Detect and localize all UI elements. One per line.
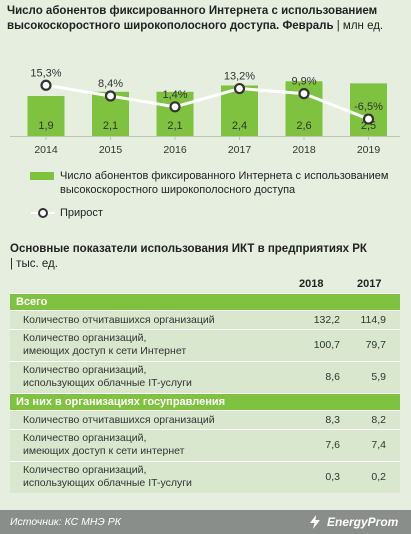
cell-2018: 100,7 (313, 339, 340, 351)
cell-2018: 8,6 (325, 371, 340, 383)
growth-point (104, 90, 117, 102)
cell-2018: 7,6 (325, 439, 340, 451)
bar-data-label: 2,6 (296, 120, 311, 132)
bar-data-label: 2,1 (167, 120, 182, 132)
table-unit: | тыс. ед. (10, 258, 58, 270)
row-label: Количество организаций, имеющих доступ к … (23, 332, 187, 357)
x-tick-label: 2015 (99, 144, 123, 156)
table-title: Основные показатели использования ИКТ в … (10, 242, 405, 272)
brand-name: EnergyProm (327, 515, 399, 529)
row-label: Количество организаций, использующих обла… (23, 364, 192, 389)
chart-title-text: Число абонентов фиксированного Интернета… (7, 5, 378, 32)
growth-point (169, 101, 181, 113)
table-row: Количество организаций, использующих обла… (10, 461, 400, 493)
ict-table: Всего Количество отчитавшихся организаци… (10, 293, 400, 493)
table-row: Количество организаций, имеющих доступ к … (10, 329, 400, 361)
growth-data-label: 8,4% (98, 78, 123, 90)
cell-2017: 7,4 (371, 439, 386, 451)
growth-series-line (45, 83, 370, 121)
table-row: Количество отчитавшихся организаций 8,3 … (10, 410, 400, 429)
table-row: Количество отчитавшихся организаций 132,… (10, 310, 400, 329)
source-note: Источник: КС МНЭ РК (10, 516, 121, 528)
growth-data-label: -6,5% (354, 101, 383, 113)
growth-point (233, 82, 246, 95)
bar-data-label: 2,1 (103, 120, 118, 132)
cell-2017: 79,7 (365, 339, 386, 351)
cell-2017: 114,9 (360, 314, 387, 326)
section-row-total: Всего (10, 293, 400, 310)
x-tick-label: 2016 (163, 144, 187, 156)
growth-data-label: 1,4% (162, 89, 187, 101)
cell-2017: 0,2 (371, 471, 386, 483)
bar-data-label: 1,9 (38, 120, 53, 132)
bar-data-label: 2,4 (232, 120, 247, 132)
column-header-2018: 2018 (299, 278, 324, 290)
bar (350, 83, 387, 136)
row-label: Количество отчитавшихся организаций (23, 414, 215, 426)
bar (27, 96, 65, 136)
x-tick-label: 2017 (228, 144, 252, 156)
table-title-text: Основные показатели использования ИКТ в … (10, 243, 367, 255)
growth-data-label: 9,9% (291, 76, 316, 88)
cell-2018: 8,3 (325, 414, 340, 426)
legend-bar-swatch (30, 172, 54, 180)
growth-data-label: 13,2% (224, 71, 255, 83)
row-label: Количество организаций, использующих обла… (23, 464, 192, 489)
bar (156, 91, 194, 136)
cell-2017: 8,2 (371, 414, 386, 426)
table-row: Количество организаций, использующих обла… (10, 361, 400, 393)
growth-point (298, 88, 310, 100)
section-row-government: Из них в организациях госуправления (10, 393, 400, 410)
row-label: Количество организаций, имеющих доступ к … (23, 432, 185, 457)
cell-2018: 0,3 (325, 471, 340, 483)
section-title: Из них в организациях госуправления (16, 396, 226, 408)
table-row: Количество организаций, имеющих доступ к … (10, 429, 400, 461)
cell-2017: 5,9 (371, 371, 386, 383)
chart-unit: | млн ед. (336, 20, 384, 32)
chart-title: Число абонентов фиксированного Интернета… (7, 4, 407, 34)
section-title: Всего (16, 296, 48, 308)
energyprom-logo-icon (310, 515, 320, 529)
x-tick-label: 2018 (292, 144, 316, 156)
row-label: Количество отчитавшихся организаций (23, 314, 215, 326)
legend-line-swatch (31, 208, 55, 218)
table-header: 2018 2017 (10, 276, 400, 293)
footer-bar: Источник: КС МНЭ РК EnergyProm (0, 510, 411, 534)
column-header-2017: 2017 (357, 278, 382, 290)
bar-line-chart: 1,920142,120152,120162,420172,620182,520… (10, 67, 400, 156)
brand: EnergyProm (307, 514, 403, 530)
growth-point (40, 79, 52, 91)
legend-line-label: Прирост (60, 207, 103, 219)
growth-point (362, 113, 375, 125)
x-tick-label: 2019 (357, 144, 381, 156)
cell-2018: 132,2 (313, 314, 340, 326)
growth-data-label: 15,3% (30, 67, 61, 79)
legend-bars-label: Число абонентов фиксированного Интернета… (60, 170, 389, 196)
x-tick-label: 2014 (34, 144, 58, 156)
